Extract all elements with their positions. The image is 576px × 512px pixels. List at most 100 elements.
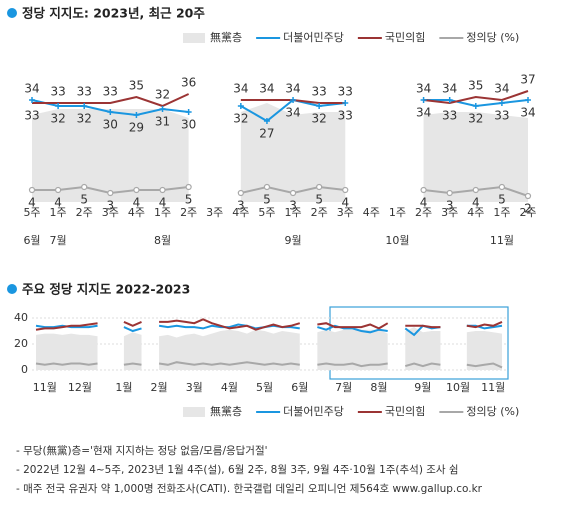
- marker: [290, 97, 297, 103]
- marker: [28, 186, 36, 194]
- marker: [472, 186, 479, 194]
- data-label: 33: [312, 85, 327, 99]
- legend-swatch: [183, 33, 205, 43]
- x-tick-label: 4월: [221, 381, 238, 394]
- data-label: 32: [50, 112, 65, 126]
- line: [158, 361, 300, 366]
- x-tick-label: 2월: [151, 381, 168, 394]
- x-tick-label: 10월: [446, 381, 470, 394]
- marker: [107, 109, 114, 115]
- line: [123, 362, 142, 366]
- data-label: 34: [520, 106, 535, 120]
- line: [35, 322, 98, 331]
- x-tick-label: 3주: [441, 206, 458, 219]
- line: [317, 322, 389, 330]
- area: [317, 329, 388, 370]
- data-label: 33: [103, 85, 118, 99]
- data-label: 32: [233, 112, 248, 126]
- line: [466, 362, 503, 369]
- data-label: 34: [24, 82, 39, 96]
- marker: [498, 100, 505, 106]
- marker: [263, 183, 271, 191]
- data-label: 34: [442, 82, 457, 96]
- marker: [81, 183, 88, 191]
- x-tick-label: 11월: [33, 381, 57, 394]
- data-label: 5: [80, 193, 88, 207]
- data-label: 30: [103, 118, 118, 132]
- x-tick-label: 1주: [154, 206, 171, 219]
- x-tick-label: 3주: [206, 206, 223, 219]
- marker: [55, 103, 62, 109]
- x-tick-label: 2주: [415, 206, 432, 219]
- data-label: 3: [237, 199, 245, 213]
- data-label: 4: [133, 196, 141, 210]
- line: [405, 324, 441, 329]
- area: [423, 112, 528, 202]
- data-label: 32: [468, 112, 483, 126]
- month-label: 7월: [50, 234, 67, 247]
- data-label: 37: [520, 73, 535, 87]
- x-tick-label: 4주: [232, 206, 249, 219]
- line: [466, 320, 503, 329]
- area: [405, 327, 441, 370]
- legend-label: 無黨층: [210, 30, 242, 44]
- x-tick-label: 2주: [76, 206, 93, 219]
- marker: [472, 103, 479, 109]
- x-tick-label: 12월: [68, 381, 92, 394]
- data-label: 34: [494, 82, 509, 96]
- legend-label: 국민의힘: [385, 405, 425, 418]
- data-label: 33: [338, 85, 353, 99]
- note: - 매주 전국 유권자 약 1,000명 전화조사(CATI). 한국갤럽 데일…: [16, 482, 483, 495]
- x-tick-label: 4주: [128, 206, 145, 219]
- x-tick-label: 3월: [186, 381, 203, 394]
- x-tick-label: 1주: [284, 206, 301, 219]
- data-label: 33: [50, 85, 65, 99]
- month-label: 6월: [23, 234, 40, 247]
- data-label: 4: [420, 196, 428, 210]
- marker: [524, 192, 532, 200]
- data-label: 4: [159, 196, 167, 210]
- line: [35, 362, 98, 366]
- data-label: 33: [24, 109, 39, 123]
- chart-title: 주요 정당 지지도 2022-2023: [22, 282, 190, 297]
- x-tick-label: 9월: [414, 381, 431, 394]
- data-label: 4: [54, 196, 62, 210]
- x-tick-label: 2주: [311, 206, 328, 219]
- x-tick-label: 5주: [258, 206, 275, 219]
- x-tick-label: 3주: [337, 206, 354, 219]
- title-dot: [7, 284, 17, 294]
- marker: [29, 97, 35, 103]
- data-label: 29: [129, 121, 144, 135]
- marker: [342, 100, 349, 106]
- marker: [263, 118, 270, 124]
- note: - 2022년 12월 4~5주, 2023년 1월 4주(설), 6월 2주,…: [16, 464, 459, 476]
- data-label: 3: [106, 199, 114, 213]
- area: [159, 329, 300, 370]
- marker: [446, 189, 453, 197]
- area: [466, 331, 502, 370]
- chart-title: 정당 지지도: 2023년, 최근 20주: [22, 6, 205, 21]
- data-label: 34: [416, 106, 431, 120]
- marker: [237, 103, 244, 109]
- data-label: 34: [285, 82, 300, 96]
- area: [240, 103, 346, 202]
- line: [123, 320, 142, 327]
- area: [36, 333, 98, 370]
- marker: [159, 186, 166, 194]
- x-tick-label: 1주: [50, 206, 67, 219]
- legend-label: 정의당 (%): [466, 31, 519, 44]
- x-tick-label: 6월: [291, 381, 308, 394]
- x-tick-label: 4주: [363, 206, 380, 219]
- marker: [420, 97, 427, 103]
- data-label: 31: [155, 115, 170, 129]
- marker: [316, 103, 323, 109]
- data-label: 33: [338, 109, 353, 123]
- data-label: 4: [472, 196, 480, 210]
- line: [159, 318, 301, 331]
- marker: [525, 97, 531, 103]
- line: [423, 90, 529, 105]
- marker: [133, 112, 140, 118]
- marker: [342, 186, 349, 194]
- marker: [185, 183, 192, 191]
- data-label: 30: [181, 118, 196, 132]
